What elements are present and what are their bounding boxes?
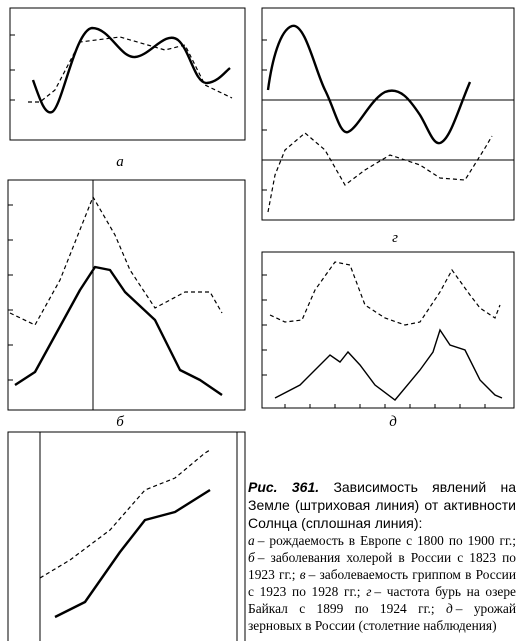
item-text: – заболевания холерой в России с 1823 по… <box>248 550 516 582</box>
panel-label: а <box>116 154 124 170</box>
item-letter: д <box>446 601 453 616</box>
curve-dashed <box>9 195 223 326</box>
panel-frame <box>261 251 515 409</box>
panel-label: б <box>116 414 124 430</box>
panel-label: д <box>389 414 397 430</box>
caption: Рис. 361. Зависимость явлений на Земле (… <box>248 478 516 634</box>
curve-solid <box>266 24 472 145</box>
item-text: – рождаемость в Европе с 1800 по 1900 гг… <box>257 533 516 548</box>
curve-solid <box>31 26 231 114</box>
caption-title: Зависимость явлений на Земле (штриховая … <box>248 479 517 531</box>
item-letter: б <box>248 550 255 565</box>
caption-item: в – заболеваемость гриппом в России с 192… <box>248 567 516 599</box>
item-letter: а <box>248 533 255 548</box>
item-text: – заболеваемость гриппом в России с 1923… <box>248 567 517 599</box>
curve-solid <box>274 328 503 401</box>
caption-items: а – рождаемость в Европе с 1800 по 1900 г… <box>248 532 516 634</box>
item-text: – частота бурь на озере Байкал с 1899 по… <box>248 584 516 616</box>
panel-frame <box>261 7 515 221</box>
item-text: – урожай зерновых в России (столетние на… <box>248 601 516 633</box>
panel-frame <box>9 7 246 141</box>
panel-frame <box>7 179 246 411</box>
ticks <box>10 34 15 101</box>
item-letter: г <box>366 584 372 599</box>
caption-item: д – урожай зерновых в России (столетние н… <box>248 601 516 633</box>
curve-dashed <box>28 36 233 103</box>
figure-number: Рис. 361. <box>248 479 320 495</box>
ticks <box>8 180 94 410</box>
curve-solid <box>14 265 223 396</box>
axis-lines <box>262 39 514 191</box>
curve-solid <box>54 488 211 619</box>
curve-dashed <box>39 449 211 579</box>
curve-dashed <box>267 132 493 213</box>
item-letter: в <box>299 567 306 582</box>
ticks <box>262 274 486 408</box>
caption-head: Рис. 361. Зависимость явлений на Земле (… <box>248 478 516 532</box>
axis-lines <box>39 432 238 641</box>
panel-frame <box>7 431 246 641</box>
caption-item: г – частота бурь на озере Байкал с 1899 п… <box>248 584 516 616</box>
panel-label: г <box>392 230 398 246</box>
curve-dashed <box>269 261 501 326</box>
caption-item: б – заболевания холерой в России с 1823 п… <box>248 550 516 582</box>
caption-item: а – рождаемость в Европе с 1800 по 1900 г… <box>248 533 516 548</box>
